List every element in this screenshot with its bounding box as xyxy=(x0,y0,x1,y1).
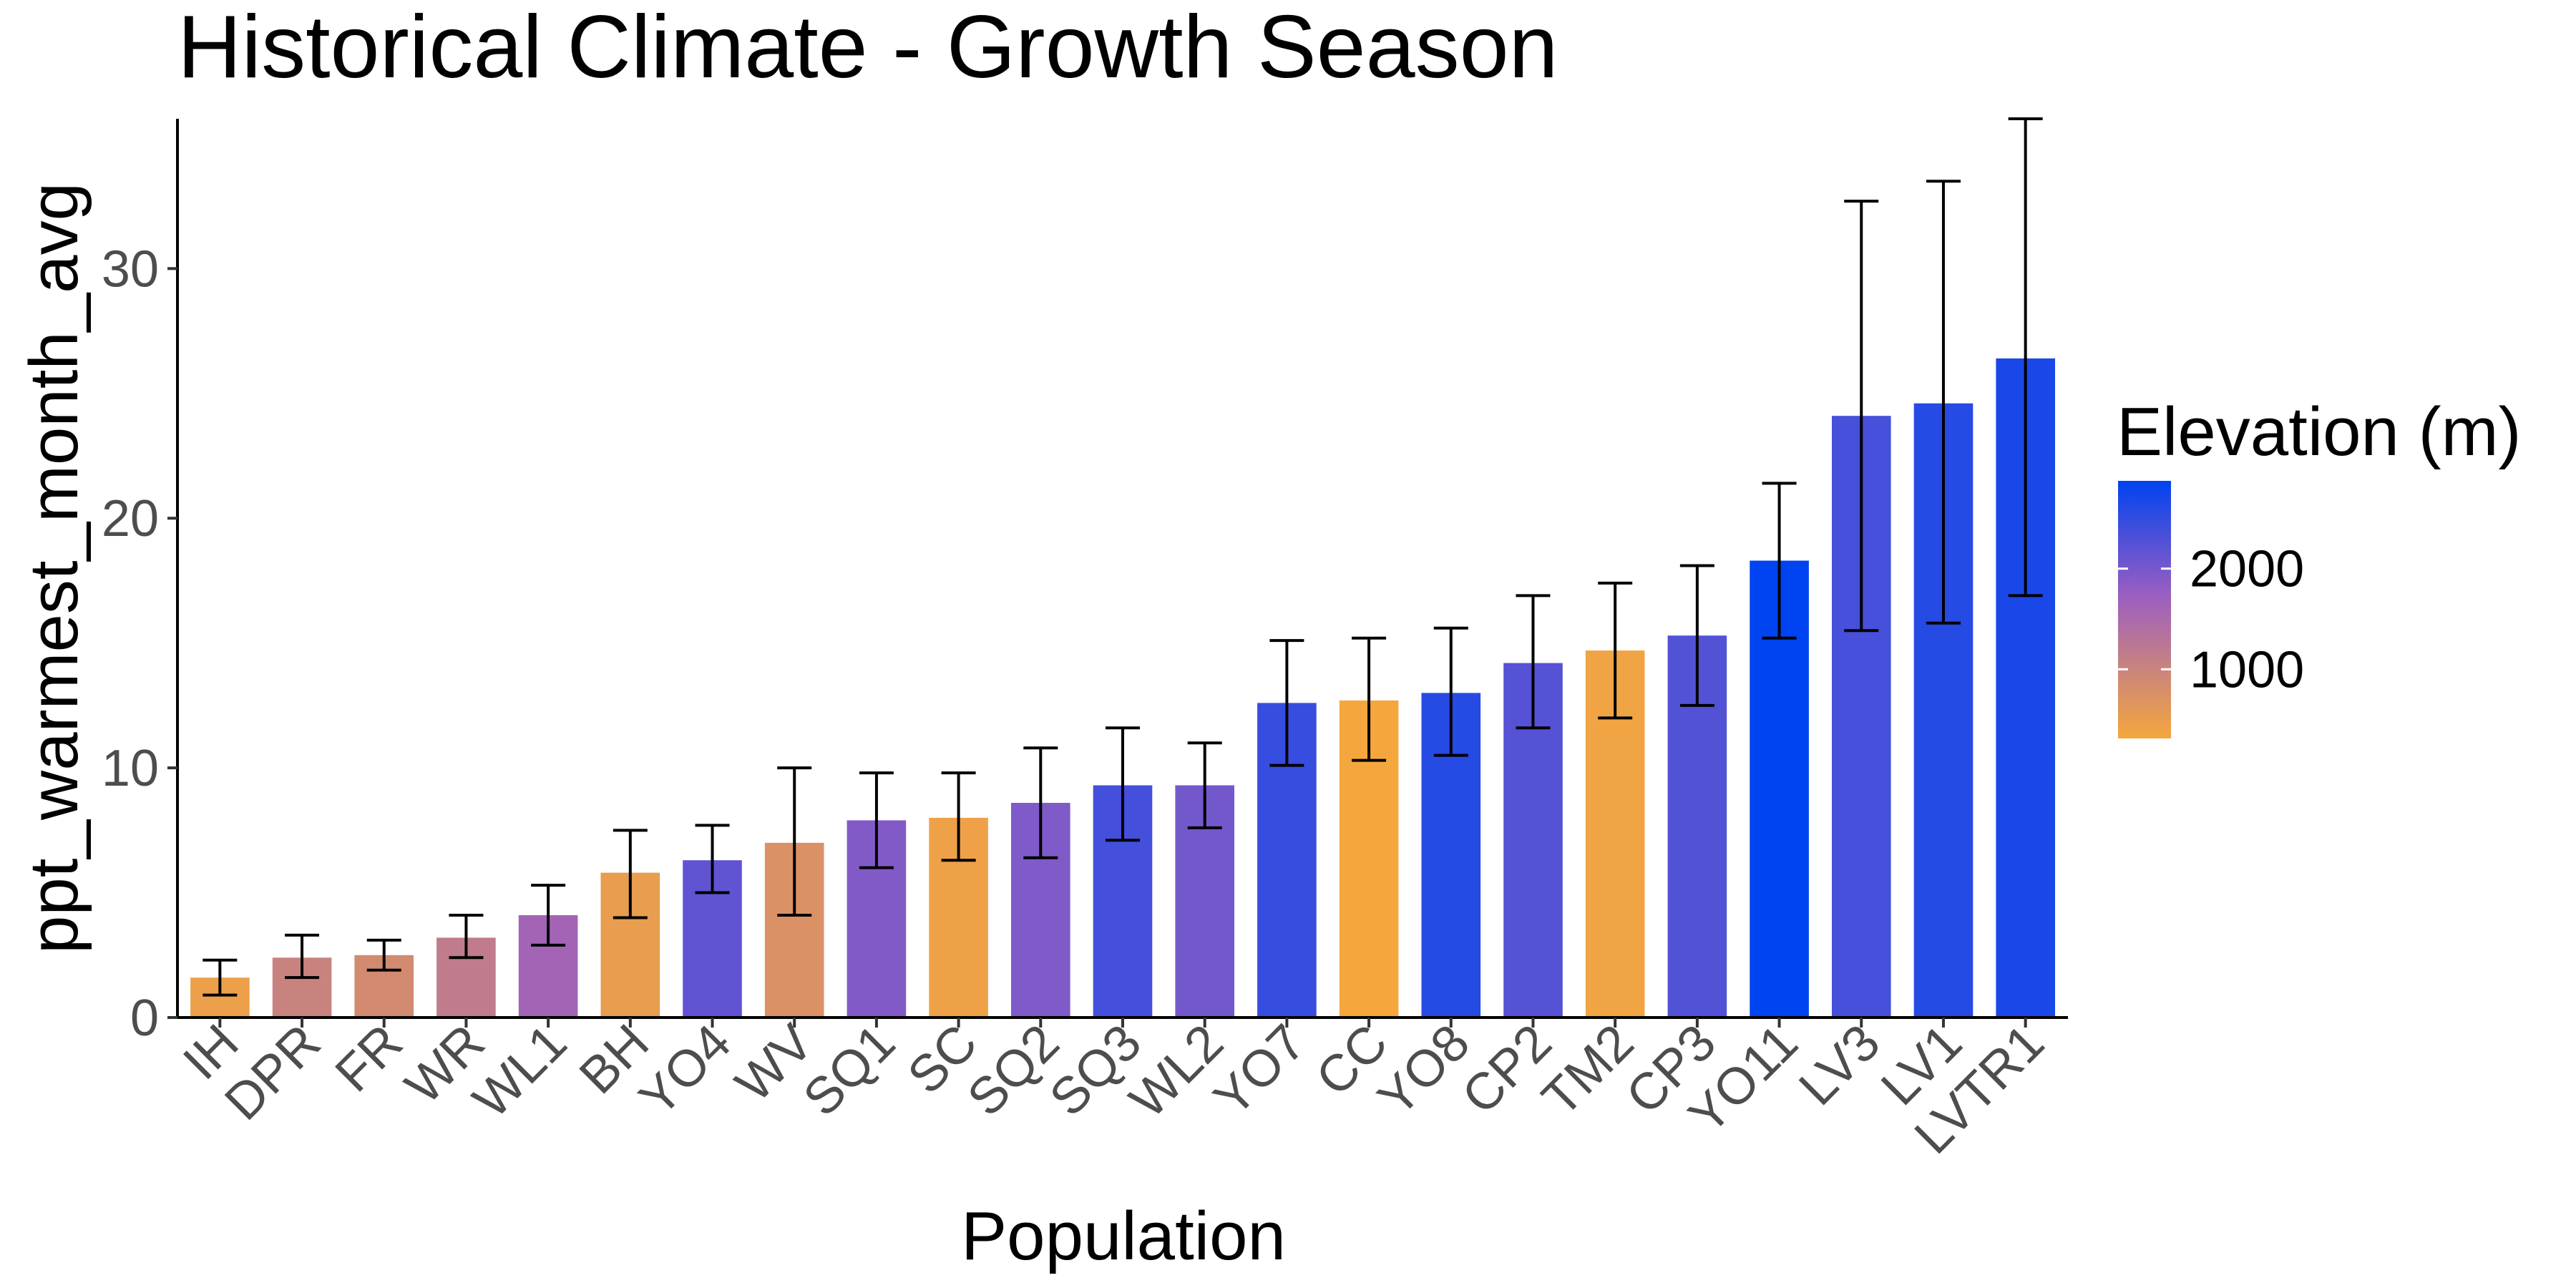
error-bar-wl1 xyxy=(531,884,566,947)
error-bar-sq3 xyxy=(1106,726,1140,842)
legend: Elevation (m) 1000 2000 xyxy=(2117,394,2522,738)
error-bar-sq2 xyxy=(1023,746,1058,859)
error-bar-yo7 xyxy=(1269,639,1304,767)
legend-label-2000: 2000 xyxy=(2190,541,2304,598)
error-bar-wl2 xyxy=(1187,741,1222,829)
error-bar-cc xyxy=(1352,636,1387,762)
error-bar-lv1 xyxy=(1926,180,1961,625)
x-axis-title: Population xyxy=(961,1198,1286,1274)
y-tick-label-20: 20 xyxy=(102,490,159,547)
y-axis-title: ppt_warmest_month_avg xyxy=(16,182,92,954)
error-bar-bh xyxy=(613,829,648,919)
error-bar-cp2 xyxy=(1516,594,1551,730)
error-bar-sq1 xyxy=(859,771,894,869)
legend-colorbar xyxy=(2118,481,2171,738)
error-bar-yo4 xyxy=(695,824,730,894)
error-bar-wr xyxy=(449,913,484,960)
legend-title: Elevation (m) xyxy=(2117,394,2522,470)
y-tick-label-0: 0 xyxy=(130,990,159,1047)
error-bar-tm2 xyxy=(1598,581,1633,720)
legend-label-1000: 1000 xyxy=(2190,641,2304,698)
error-bar-ih xyxy=(203,958,238,997)
error-bar-yo8 xyxy=(1433,626,1468,757)
y-ticks-layer: 0 10 20 30 xyxy=(102,240,177,1047)
y-tick-label-30: 30 xyxy=(102,240,159,298)
error-bar-fr xyxy=(366,938,401,972)
error-bar-cp3 xyxy=(1679,564,1714,707)
legend-ticks: 1000 2000 xyxy=(2118,541,2304,698)
error-bar-lvtr1 xyxy=(2008,117,2043,597)
error-bars-layer xyxy=(203,117,2043,997)
error-bar-dpr xyxy=(285,933,320,980)
error-bar-lv3 xyxy=(1844,200,1879,633)
error-bar-yo11 xyxy=(1762,482,1797,640)
chart-title: Historical Climate - Growth Season xyxy=(177,0,1558,97)
error-bar-sc xyxy=(941,771,976,862)
error-bar-wv xyxy=(777,766,812,917)
y-tick-label-10: 10 xyxy=(102,740,159,797)
